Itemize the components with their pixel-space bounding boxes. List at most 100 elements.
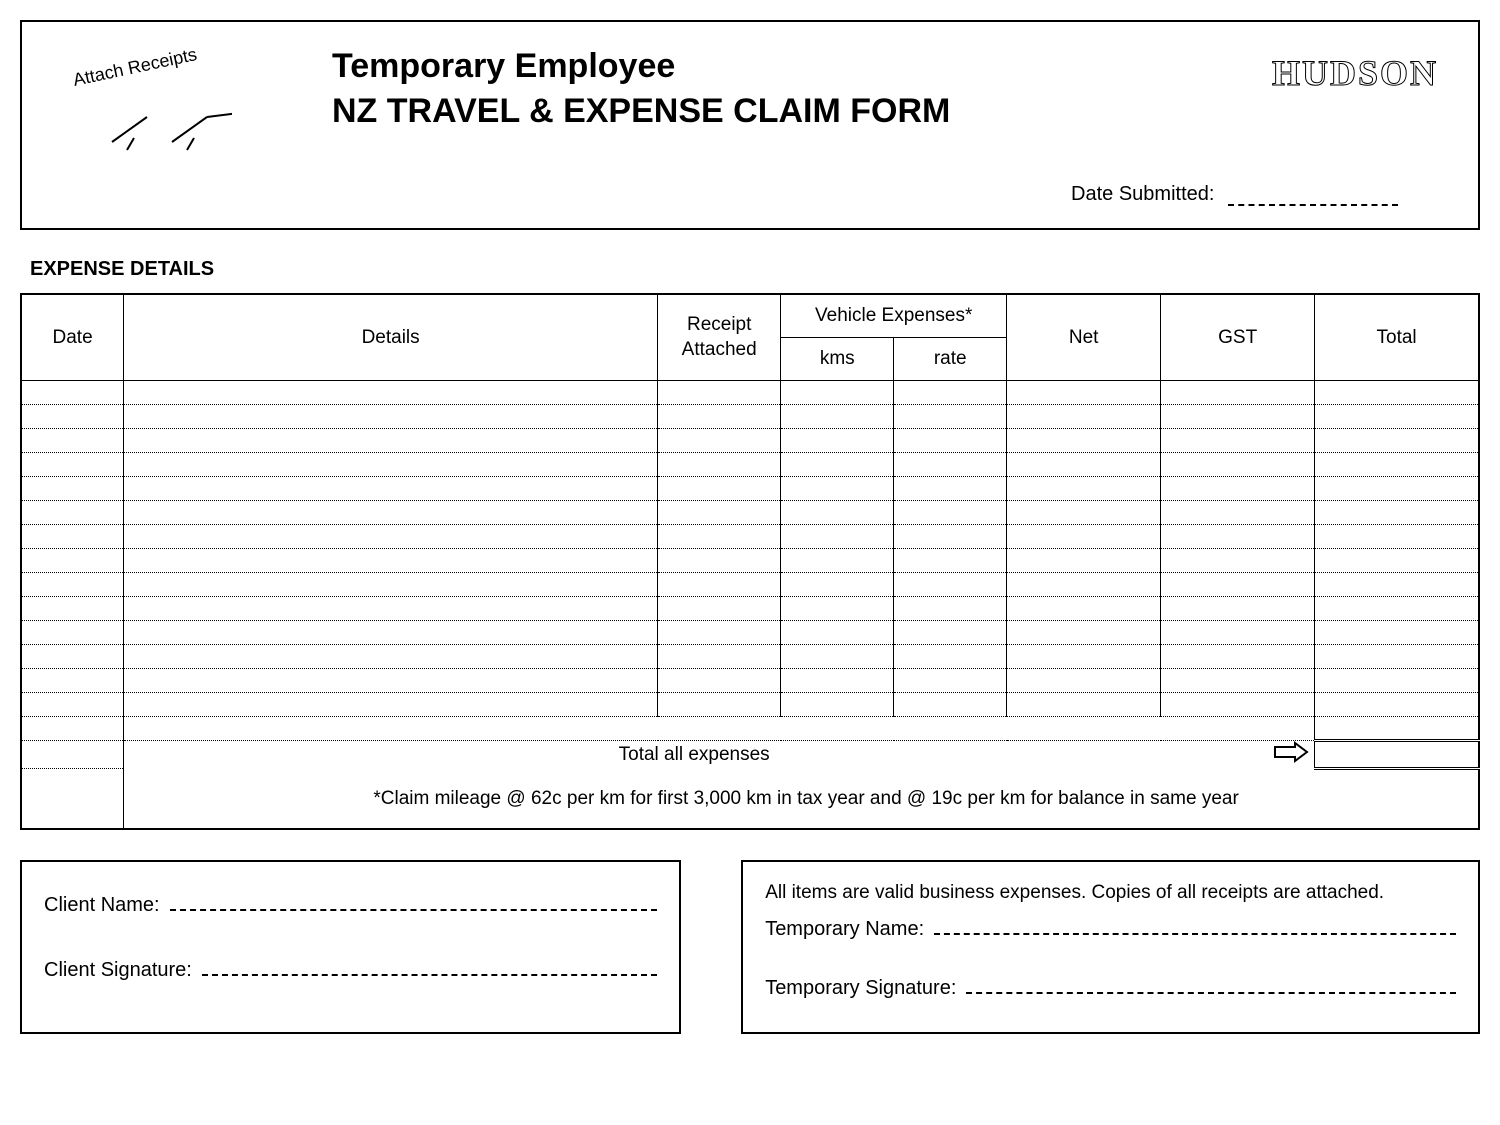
table-cell[interactable]	[658, 453, 781, 477]
table-row[interactable]	[21, 549, 1479, 573]
table-cell[interactable]	[1161, 381, 1315, 405]
table-cell[interactable]	[781, 381, 894, 405]
table-cell[interactable]	[1315, 597, 1479, 621]
table-cell[interactable]	[1161, 573, 1315, 597]
table-cell[interactable]	[658, 693, 781, 717]
temp-name-field[interactable]: Temporary Name:	[765, 918, 1456, 941]
table-cell[interactable]	[1161, 501, 1315, 525]
table-cell[interactable]	[21, 693, 124, 717]
table-cell[interactable]	[1007, 429, 1161, 453]
table-cell[interactable]	[658, 549, 781, 573]
table-row[interactable]	[21, 477, 1479, 501]
client-name-field[interactable]: Client Name:	[44, 894, 657, 917]
table-cell[interactable]	[1161, 693, 1315, 717]
table-cell[interactable]	[1161, 477, 1315, 501]
temp-name-line[interactable]	[934, 933, 1456, 935]
table-cell[interactable]	[1007, 453, 1161, 477]
table-cell[interactable]	[658, 621, 781, 645]
table-cell[interactable]	[1007, 549, 1161, 573]
table-cell[interactable]	[1161, 621, 1315, 645]
table-cell[interactable]	[1007, 477, 1161, 501]
table-cell[interactable]	[781, 693, 894, 717]
table-cell[interactable]	[894, 597, 1007, 621]
table-cell[interactable]	[1007, 501, 1161, 525]
table-cell[interactable]	[894, 381, 1007, 405]
table-cell[interactable]	[894, 645, 1007, 669]
table-cell[interactable]	[124, 501, 658, 525]
table-cell[interactable]	[894, 477, 1007, 501]
table-cell[interactable]	[894, 621, 1007, 645]
table-cell[interactable]	[124, 405, 658, 429]
table-cell[interactable]	[658, 525, 781, 549]
client-signature-line[interactable]	[202, 974, 657, 976]
table-cell[interactable]	[1007, 573, 1161, 597]
table-row[interactable]	[21, 645, 1479, 669]
total-amount-cell[interactable]	[1315, 741, 1479, 769]
table-cell[interactable]	[658, 477, 781, 501]
table-cell[interactable]	[1315, 549, 1479, 573]
table-row[interactable]	[21, 621, 1479, 645]
table-cell[interactable]	[21, 669, 124, 693]
table-cell[interactable]	[1007, 381, 1161, 405]
table-cell[interactable]	[781, 549, 894, 573]
table-cell[interactable]	[1007, 693, 1161, 717]
table-cell[interactable]	[658, 381, 781, 405]
table-cell[interactable]	[21, 405, 124, 429]
table-cell[interactable]	[894, 669, 1007, 693]
table-cell[interactable]	[658, 501, 781, 525]
table-cell[interactable]	[781, 429, 894, 453]
table-cell[interactable]	[1161, 669, 1315, 693]
table-cell[interactable]	[894, 525, 1007, 549]
table-row[interactable]	[21, 429, 1479, 453]
table-cell[interactable]	[658, 429, 781, 453]
table-cell[interactable]	[21, 501, 124, 525]
table-cell[interactable]	[1161, 645, 1315, 669]
table-cell[interactable]	[1007, 645, 1161, 669]
table-cell[interactable]	[1161, 453, 1315, 477]
table-cell[interactable]	[781, 453, 894, 477]
table-cell[interactable]	[658, 573, 781, 597]
table-cell[interactable]	[1315, 405, 1479, 429]
table-cell[interactable]	[124, 453, 658, 477]
date-submitted-line[interactable]	[1228, 204, 1398, 206]
table-cell[interactable]	[1161, 597, 1315, 621]
table-cell[interactable]	[894, 549, 1007, 573]
table-cell[interactable]	[781, 621, 894, 645]
table-cell[interactable]	[124, 621, 658, 645]
temp-signature-line[interactable]	[966, 992, 1456, 994]
table-cell[interactable]	[124, 549, 658, 573]
table-cell[interactable]	[124, 477, 658, 501]
table-cell[interactable]	[658, 597, 781, 621]
table-row[interactable]	[21, 597, 1479, 621]
table-cell[interactable]	[894, 453, 1007, 477]
table-row[interactable]	[21, 573, 1479, 597]
table-cell[interactable]	[781, 597, 894, 621]
table-cell[interactable]	[21, 429, 124, 453]
table-row[interactable]	[21, 501, 1479, 525]
table-cell[interactable]	[21, 621, 124, 645]
table-cell[interactable]	[124, 525, 658, 549]
table-cell[interactable]	[124, 429, 658, 453]
table-cell[interactable]	[21, 645, 124, 669]
table-cell[interactable]	[781, 501, 894, 525]
table-cell[interactable]	[21, 381, 124, 405]
table-cell[interactable]	[894, 429, 1007, 453]
table-cell[interactable]	[1315, 381, 1479, 405]
table-cell[interactable]	[21, 477, 124, 501]
table-cell[interactable]	[21, 549, 124, 573]
date-submitted-field[interactable]: Date Submitted:	[1071, 183, 1398, 206]
table-cell[interactable]	[124, 381, 658, 405]
table-row[interactable]	[21, 693, 1479, 717]
table-cell[interactable]	[781, 669, 894, 693]
table-row[interactable]	[21, 669, 1479, 693]
table-cell[interactable]	[781, 477, 894, 501]
table-cell[interactable]	[1161, 525, 1315, 549]
temp-signature-field[interactable]: Temporary Signature:	[765, 977, 1456, 1000]
table-cell[interactable]	[1161, 549, 1315, 573]
table-cell[interactable]	[1007, 405, 1161, 429]
table-cell[interactable]	[124, 573, 658, 597]
table-cell[interactable]	[781, 525, 894, 549]
table-cell[interactable]	[1315, 501, 1479, 525]
table-row[interactable]	[21, 525, 1479, 549]
table-cell[interactable]	[21, 453, 124, 477]
